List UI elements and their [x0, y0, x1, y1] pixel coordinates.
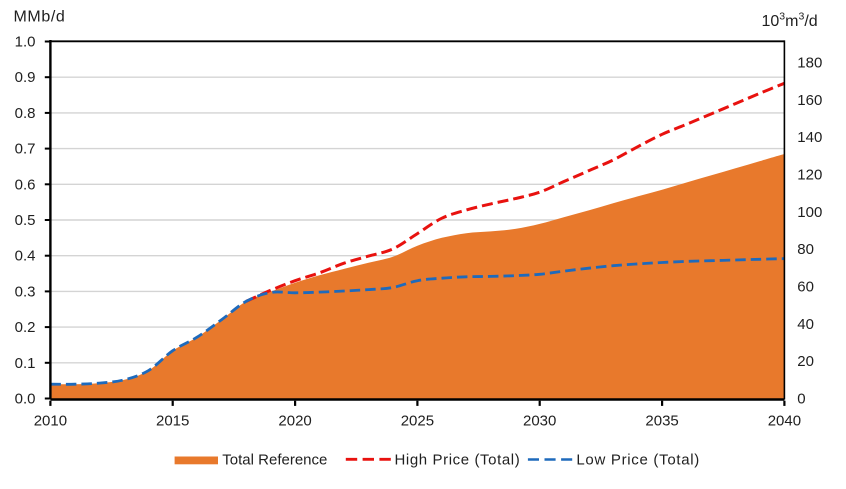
- svg-text:MMb/d: MMb/d: [14, 9, 66, 26]
- svg-text:2035: 2035: [645, 412, 678, 429]
- svg-text:0.3: 0.3: [15, 283, 36, 300]
- svg-text:2040: 2040: [768, 412, 801, 429]
- svg-text:0.1: 0.1: [15, 355, 36, 372]
- svg-text:120: 120: [797, 167, 822, 184]
- svg-text:1.0: 1.0: [15, 34, 36, 51]
- svg-text:2030: 2030: [523, 412, 556, 429]
- svg-text:20: 20: [797, 353, 814, 370]
- svg-text:Low Price (Total): Low Price (Total): [576, 452, 700, 469]
- svg-text:0.7: 0.7: [15, 141, 36, 158]
- svg-text:60: 60: [797, 279, 814, 296]
- svg-text:103m3/d: 103m3/d: [762, 11, 818, 31]
- svg-text:180: 180: [797, 54, 822, 71]
- svg-text:0.9: 0.9: [15, 69, 36, 86]
- svg-text:0.4: 0.4: [15, 248, 36, 265]
- svg-text:0.0: 0.0: [15, 391, 36, 408]
- svg-text:0: 0: [797, 391, 805, 408]
- svg-text:2020: 2020: [278, 412, 311, 429]
- svg-text:80: 80: [797, 241, 814, 258]
- svg-text:140: 140: [797, 129, 822, 146]
- svg-text:Total Reference: Total Reference: [222, 452, 327, 469]
- svg-text:2010: 2010: [34, 412, 67, 429]
- svg-text:High Price (Total): High Price (Total): [395, 452, 521, 469]
- svg-text:40: 40: [797, 316, 814, 333]
- svg-text:100: 100: [797, 204, 822, 221]
- svg-text:2015: 2015: [156, 412, 189, 429]
- svg-text:160: 160: [797, 92, 822, 109]
- svg-text:0.5: 0.5: [15, 212, 36, 229]
- svg-text:0.6: 0.6: [15, 176, 36, 193]
- svg-text:0.8: 0.8: [15, 105, 36, 122]
- svg-text:0.2: 0.2: [15, 319, 36, 336]
- svg-text:2025: 2025: [401, 412, 434, 429]
